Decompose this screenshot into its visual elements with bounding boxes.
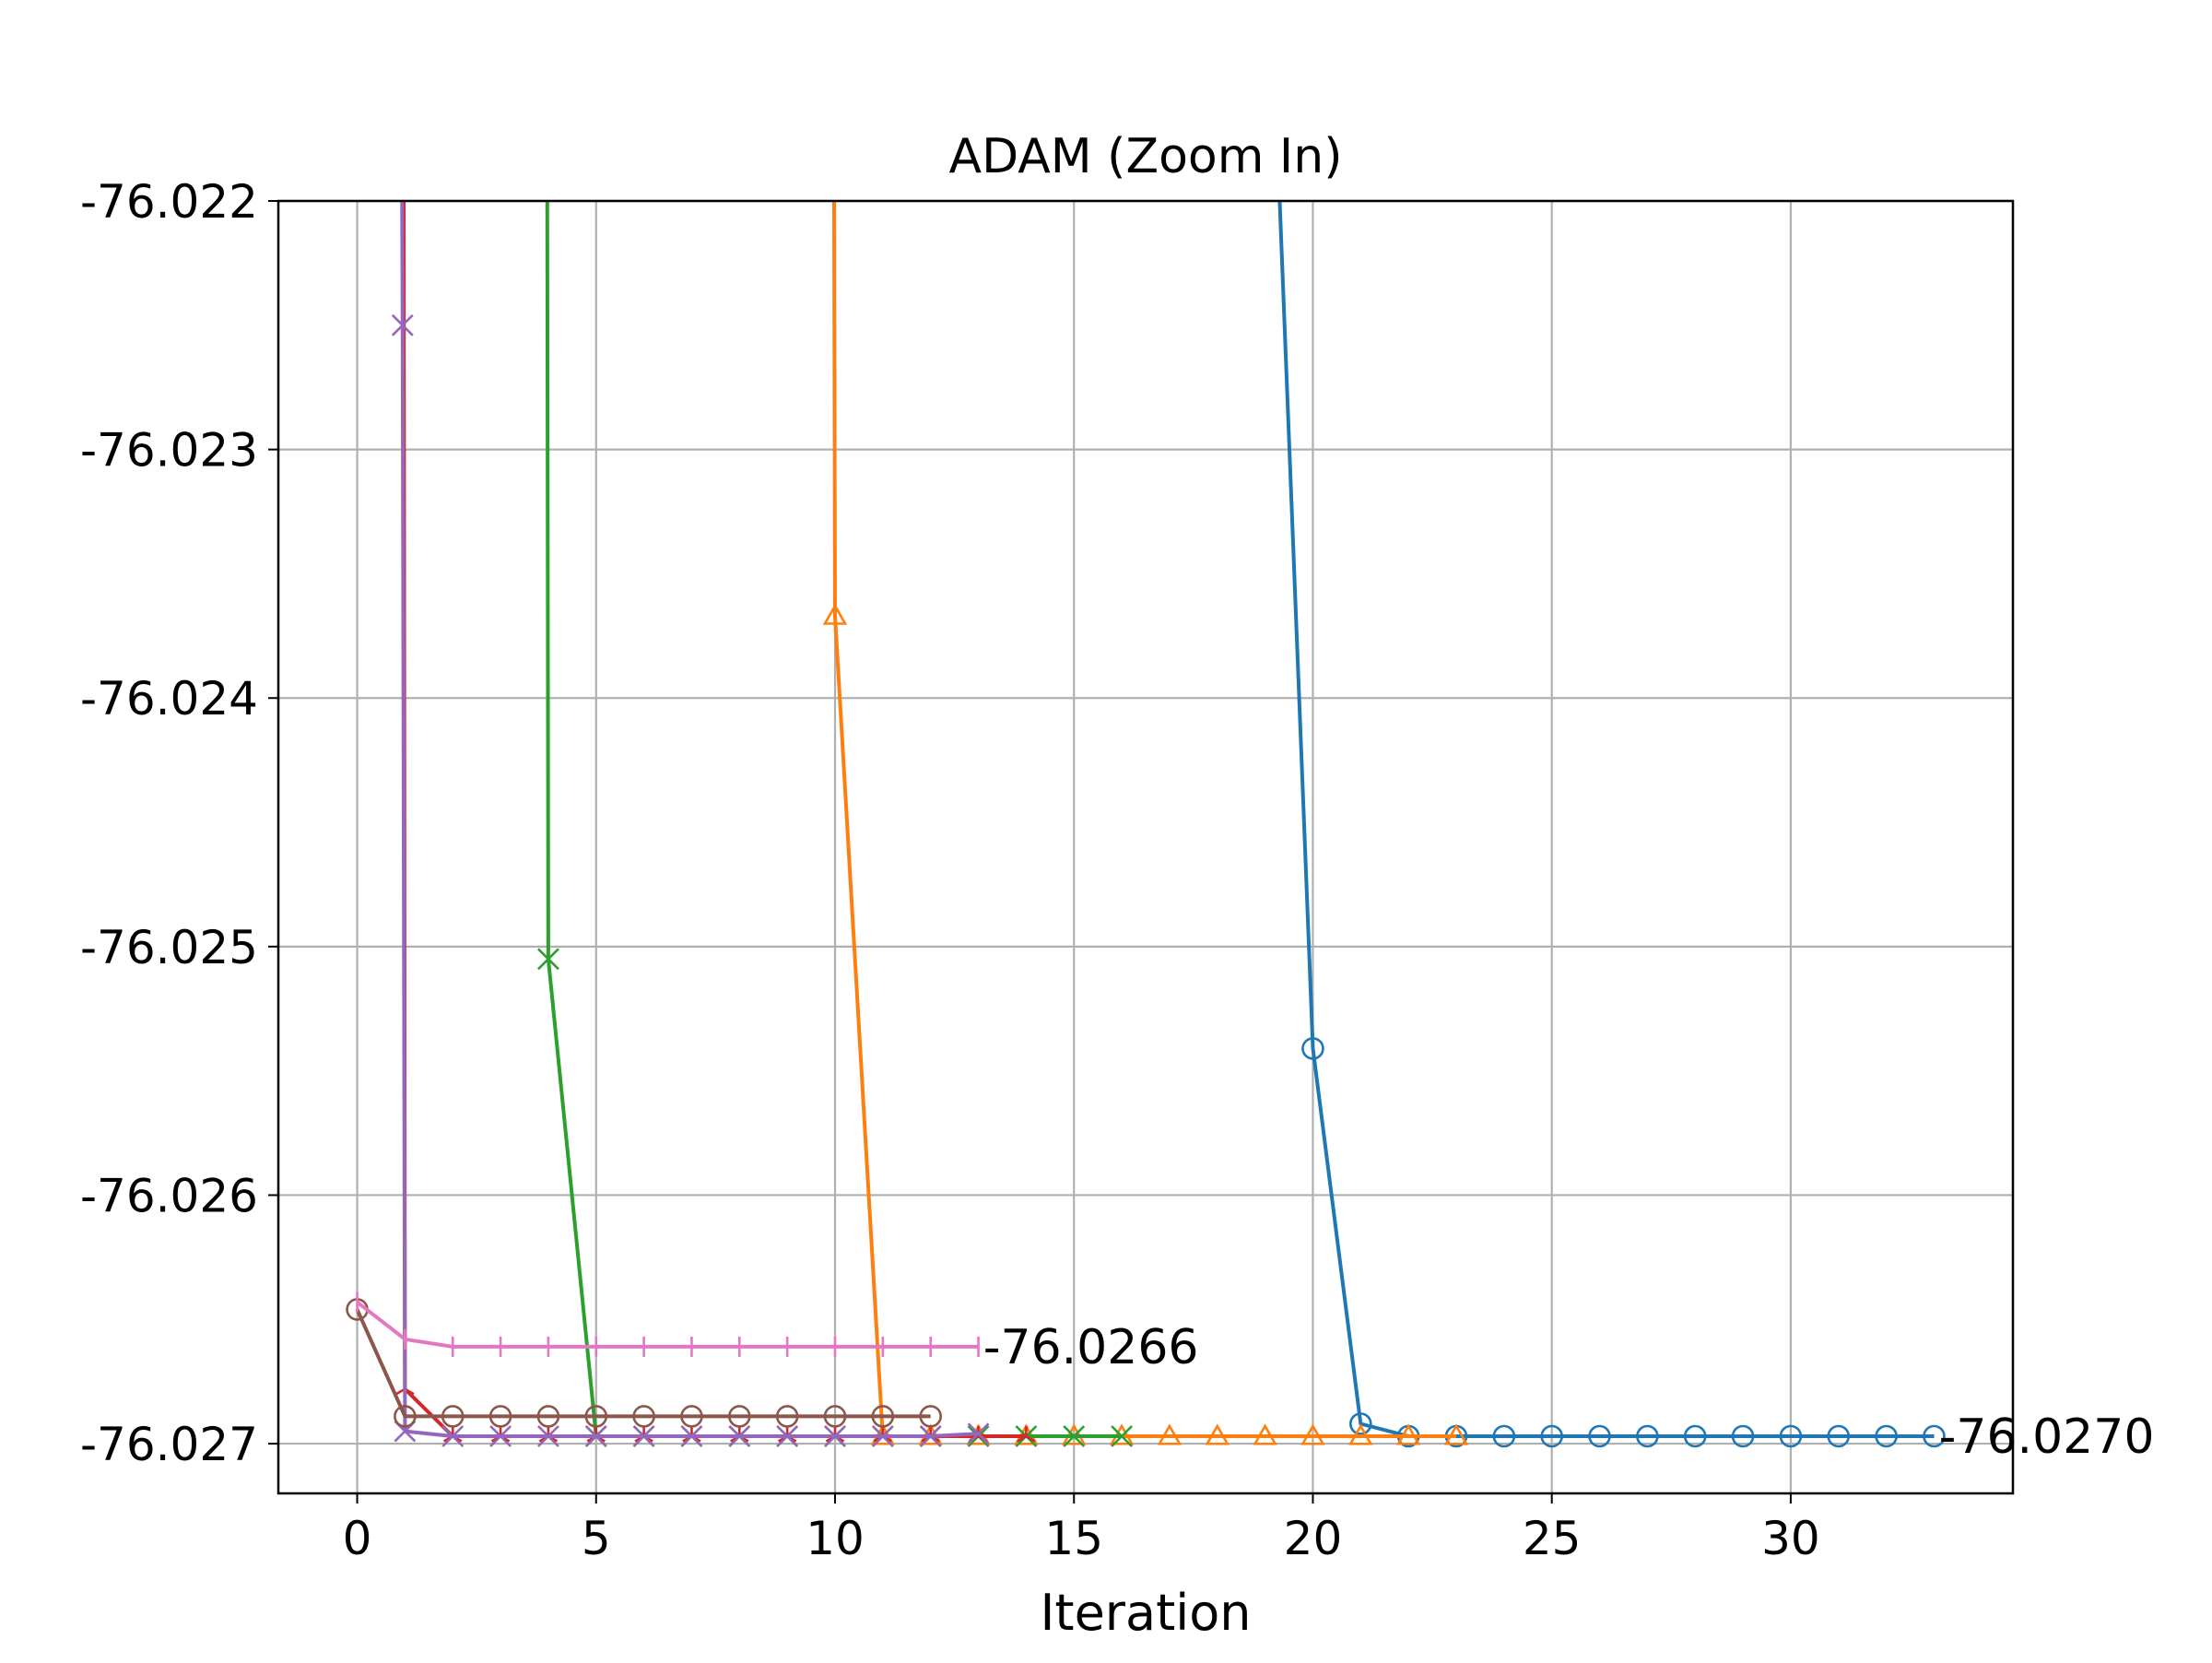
data-point <box>822 603 848 625</box>
value-annotation: -76.0270 <box>1939 1409 2155 1465</box>
data-point <box>1492 1424 1516 1448</box>
data-point <box>537 948 559 971</box>
data-point <box>537 1425 559 1447</box>
series-layer <box>346 201 1946 1448</box>
data-point <box>1111 1425 1133 1447</box>
x-tick-label: 15 <box>1044 1512 1103 1565</box>
value-annotation: -76.0266 <box>983 1320 1199 1375</box>
series-1 <box>822 201 1469 1445</box>
series-0 <box>1277 201 1946 1448</box>
data-point <box>1349 1412 1372 1435</box>
series-line <box>400 201 979 1438</box>
data-point <box>1205 1423 1230 1445</box>
data-point <box>1301 1037 1324 1060</box>
plot-frame <box>276 199 2015 1495</box>
y-axis-label: E <box>0 831 8 862</box>
chart-title: ADAM (Zoom In) <box>949 129 1343 184</box>
y-tick-label: -76.022 <box>80 175 258 229</box>
x-tick-label: 0 <box>343 1512 372 1565</box>
data-point <box>441 1425 465 1447</box>
data-point <box>584 1425 607 1447</box>
x-tick-label: 10 <box>806 1512 865 1565</box>
data-point <box>824 1425 846 1447</box>
data-point <box>1540 1424 1563 1448</box>
data-point <box>1157 1423 1182 1445</box>
data-point <box>1636 1424 1659 1448</box>
data-point <box>441 1405 465 1428</box>
data-point <box>391 313 414 336</box>
data-point <box>1017 1425 1036 1443</box>
series-4 <box>391 201 990 1447</box>
grid <box>278 199 2013 1493</box>
series-6 <box>356 1291 980 1357</box>
data-point <box>632 1405 655 1428</box>
data-point <box>536 1405 560 1428</box>
data-point <box>1253 1423 1277 1445</box>
annotations: -76.0266 -76.0270 <box>983 1320 2155 1465</box>
data-point <box>919 1405 942 1428</box>
series-line <box>355 1308 931 1419</box>
series-5 <box>346 1298 942 1428</box>
y-tick-label: -76.027 <box>80 1418 258 1471</box>
data-point <box>680 1405 703 1428</box>
x-tick-label: 30 <box>1761 1512 1820 1565</box>
y-tick-label: -76.025 <box>80 921 258 974</box>
data-point <box>919 1425 942 1447</box>
data-point <box>488 1405 512 1428</box>
data-point <box>1443 1423 1469 1445</box>
data-point <box>1683 1424 1707 1448</box>
data-point <box>1395 1423 1421 1445</box>
data-point <box>394 1405 417 1428</box>
series-line <box>402 201 1027 1438</box>
x-tick-label: 25 <box>1523 1512 1582 1565</box>
data-point <box>1588 1424 1611 1448</box>
data-point <box>1827 1424 1851 1448</box>
data-point <box>728 1425 751 1447</box>
data-point <box>1875 1424 1898 1448</box>
x-tick-label: 5 <box>582 1512 611 1565</box>
y-tick-label: -76.026 <box>80 1169 258 1222</box>
data-point <box>775 1405 799 1428</box>
axis-ticks: 0 5 10 15 20 25 30 -76.022 -76.023 -76.024 -76.025… <box>80 175 1820 1565</box>
data-point <box>728 1405 751 1428</box>
series-line <box>831 201 1456 1438</box>
data-point <box>584 1405 608 1428</box>
data-point <box>632 1425 655 1447</box>
series-3 <box>395 201 1036 1443</box>
x-tick-label: 20 <box>1284 1512 1343 1565</box>
data-point <box>489 1425 512 1447</box>
data-point <box>823 1405 847 1428</box>
y-tick-label: -76.023 <box>80 424 258 478</box>
data-point <box>1923 1424 1946 1448</box>
data-point <box>1300 1423 1325 1445</box>
series-line <box>356 1300 979 1349</box>
data-point <box>1063 1425 1086 1447</box>
y-tick-label: -76.024 <box>80 672 258 725</box>
data-point <box>1348 1423 1373 1445</box>
x-axis-label: Iteration <box>1040 1584 1251 1642</box>
data-point <box>967 1422 990 1445</box>
data-point <box>871 1425 894 1447</box>
data-point <box>776 1425 799 1447</box>
data-point <box>680 1425 703 1447</box>
data-point <box>871 1405 895 1428</box>
data-point <box>1779 1424 1803 1448</box>
series-line <box>1277 201 1935 1438</box>
data-point <box>1731 1424 1755 1448</box>
